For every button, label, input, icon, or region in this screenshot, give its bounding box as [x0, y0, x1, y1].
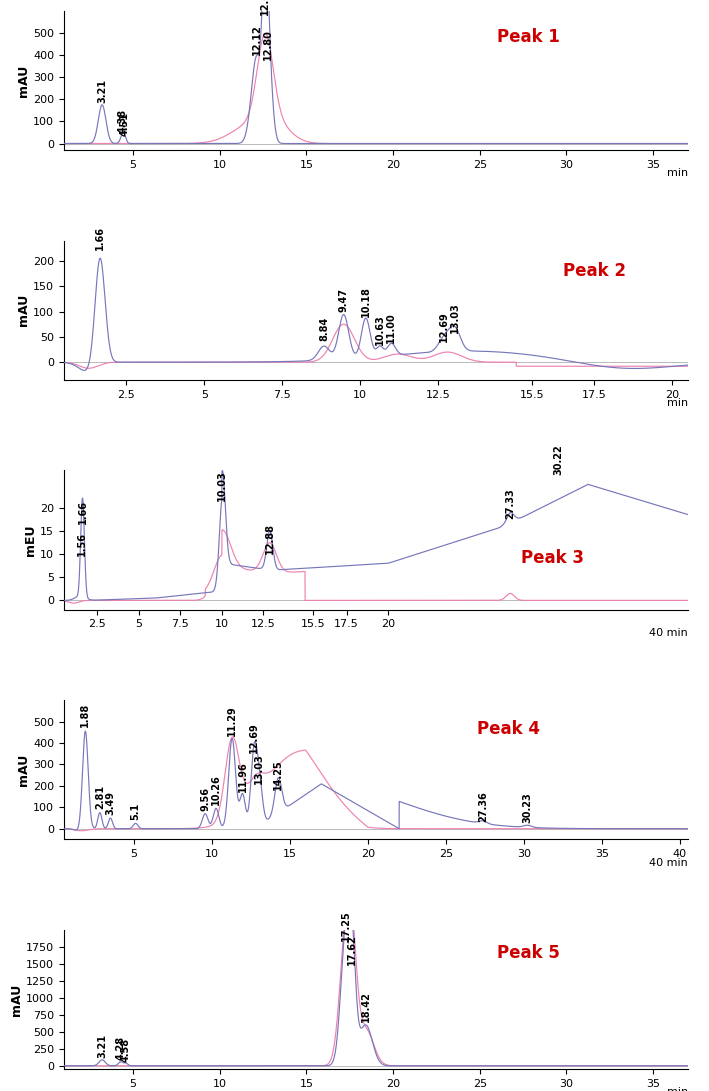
Text: 27.33: 27.33 — [506, 489, 515, 519]
Text: Peak 1: Peak 1 — [497, 28, 560, 46]
Text: 12.62: 12.62 — [260, 0, 270, 15]
Text: Peak 2: Peak 2 — [563, 262, 626, 280]
Text: Peak 3: Peak 3 — [521, 549, 584, 567]
Text: min: min — [666, 398, 688, 408]
Text: 27.36: 27.36 — [478, 792, 488, 823]
Text: 40 min: 40 min — [649, 627, 688, 638]
Text: 11.00: 11.00 — [386, 313, 396, 344]
Y-axis label: mAU: mAU — [17, 754, 30, 786]
Y-axis label: mAU: mAU — [17, 295, 30, 326]
Text: 30.22: 30.22 — [553, 444, 563, 475]
Text: min: min — [666, 1088, 688, 1091]
Text: 10.63: 10.63 — [375, 314, 385, 346]
Text: 4.58: 4.58 — [121, 1038, 131, 1062]
Text: 1.56: 1.56 — [77, 532, 86, 556]
Text: 8.84: 8.84 — [319, 316, 329, 340]
Text: 13.03: 13.03 — [255, 753, 264, 783]
Text: 3.21: 3.21 — [97, 79, 107, 103]
Text: 11.96: 11.96 — [238, 762, 247, 792]
Text: 2.81: 2.81 — [95, 786, 105, 810]
Text: min: min — [666, 168, 688, 178]
Text: 11.29: 11.29 — [227, 705, 237, 735]
Text: 10.26: 10.26 — [211, 775, 221, 805]
Text: 17.25: 17.25 — [340, 910, 350, 940]
Text: 12.88: 12.88 — [264, 523, 275, 554]
Text: Peak 4: Peak 4 — [477, 720, 540, 739]
Text: 18.42: 18.42 — [361, 992, 371, 1022]
Text: Peak 5: Peak 5 — [497, 945, 560, 962]
Text: 1.88: 1.88 — [80, 703, 90, 727]
Text: 3.49: 3.49 — [106, 791, 116, 815]
Text: 40 min: 40 min — [649, 858, 688, 867]
Text: 12.80: 12.80 — [263, 28, 273, 60]
Text: 10.03: 10.03 — [218, 470, 228, 501]
Text: 3.21: 3.21 — [97, 1034, 107, 1058]
Text: 9.47: 9.47 — [339, 288, 349, 312]
Text: 12.69: 12.69 — [439, 311, 449, 341]
Text: 30.23: 30.23 — [523, 792, 532, 824]
Text: 1.66: 1.66 — [95, 226, 105, 250]
Text: 12.12: 12.12 — [252, 24, 262, 56]
Text: 13.03: 13.03 — [450, 302, 459, 333]
Y-axis label: mEU: mEU — [24, 525, 37, 555]
Y-axis label: mAU: mAU — [17, 64, 30, 97]
Text: 17.62: 17.62 — [347, 934, 357, 964]
Text: 10.18: 10.18 — [361, 286, 371, 316]
Text: 12.69: 12.69 — [249, 722, 259, 753]
Text: 9.56: 9.56 — [200, 787, 210, 811]
Text: 4.51: 4.51 — [120, 112, 130, 136]
Y-axis label: mAU: mAU — [10, 983, 23, 1016]
Text: 1.66: 1.66 — [78, 500, 88, 524]
Text: 5.1: 5.1 — [130, 803, 140, 820]
Text: 4.28: 4.28 — [116, 1036, 125, 1060]
Text: 14.25: 14.25 — [273, 759, 284, 790]
Text: 4.38: 4.38 — [118, 109, 128, 133]
